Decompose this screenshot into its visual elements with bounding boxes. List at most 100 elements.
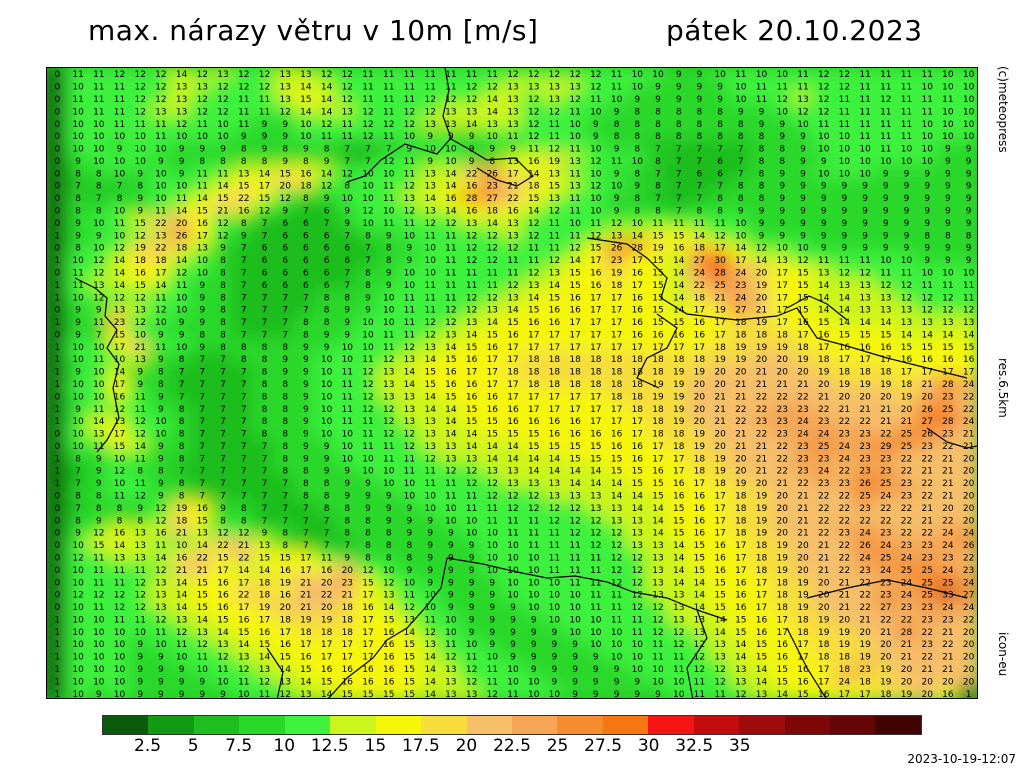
gust-cell [397,189,422,207]
gust-cell [438,90,464,108]
gust-cell [873,152,899,170]
gust-value-label: 16 [238,207,250,217]
gust-value-label: 9 [904,244,910,254]
gust-value-label: 21 [921,380,932,390]
gust-value-label: 8 [655,132,661,142]
gust-cell [479,128,505,145]
gust-value-label: 14 [487,454,499,464]
gust-cell [127,103,153,120]
gust-value-label: 12 [652,616,663,626]
gust-value-label: 7 [655,194,661,204]
gust-value-label: 8 [634,132,640,142]
gust-value-label: 12 [549,70,560,80]
gust-value-label: 14 [652,504,664,514]
gust-cell [769,152,795,170]
gust-value-label: 9 [344,479,350,489]
gust-value-label: 10 [507,554,519,564]
gust-value-label: 0 [55,442,61,452]
gust-value-label: 20 [694,380,706,390]
gust-value-label: 12 [114,293,125,303]
gust-value-label: 12 [238,70,249,80]
gust-cell [335,78,360,95]
gust-value-label: 9 [469,603,475,613]
gust-value-label: 10 [114,157,126,167]
gust-value-label: 10 [114,207,126,217]
gust-value-label: 8 [96,182,102,192]
legend-label: 27.5 [584,736,623,756]
gust-value-label: 17 [652,442,663,452]
gust-value-label: 13 [404,194,415,204]
gust-value-label: 9 [365,504,371,514]
gust-value-label: 11 [818,256,829,266]
gust-value-label: 11 [590,591,601,601]
gust-cell [376,78,402,95]
gust-value-label: 13 [424,417,435,427]
gust-value-label: 14 [155,554,167,564]
gust-value-label: 11 [590,578,601,588]
gust-value-label: 8 [179,442,185,452]
gust-value-label: 14 [632,504,644,514]
gust-value-label: 17 [776,616,787,626]
gust-value-label: 12 [797,256,808,266]
gust-value-label: 21 [901,653,912,663]
gust-value-label: 9 [158,454,164,464]
gust-cell [314,152,339,170]
gust-value-label: 16 [569,417,581,427]
gust-value-label: 22 [859,578,870,588]
gust-value-label: 9 [344,318,350,328]
gust-value-label: 10 [342,194,354,204]
gust-value-label: 9 [158,355,164,365]
gust-value-label: 7 [676,169,682,179]
gust-value-label: 11 [859,256,870,266]
gust-cell [86,227,112,244]
gust-value-label: 12 [197,640,208,650]
gust-value-label: 19 [714,355,726,365]
gust-value-label: 18 [694,355,706,365]
gust-value-label: 11 [880,83,891,93]
gust-value-label: 20 [839,392,851,402]
gust-value-label: 8 [282,145,288,155]
gust-value-label: 8 [717,107,723,117]
gust-cell [107,214,132,232]
gust-value-label: 13 [735,677,746,687]
gust-value-label: 14 [880,318,892,328]
gust-value-label: 22 [694,281,705,291]
gust-value-label: 7 [241,479,247,489]
gust-cell [252,177,277,194]
gust-value-label: 20 [714,368,726,378]
gust-value-label: 16 [652,467,664,477]
gust-cell [190,152,215,170]
gust-value-label: 19 [714,467,726,477]
gust-value-label: 8 [779,145,785,155]
gust-cell [47,115,70,132]
gust-value-label: 7 [179,380,185,390]
gust-value-label: 9 [779,120,785,130]
wind-gust-map[interactable]: 0 11 11 12 12 12 14 12 13 12 12 13 13 12 12 11 11 11 11 11 1… [46,67,978,699]
gust-value-label: 11 [197,169,208,179]
gust-value-label: 9 [842,194,848,204]
gust-value-label: 9 [966,145,972,155]
gust-cell [397,103,422,120]
gust-cell [293,165,319,182]
gust-value-label: 13 [611,504,622,514]
gust-value-label: 17 [756,603,767,613]
gust-value-label: 9 [179,677,185,687]
gust-value-label: 22 [466,169,477,179]
gust-cell [210,115,236,132]
gust-value-label: 14 [424,677,436,687]
gust-value-label: 9 [904,207,910,217]
gust-value-label: 20 [279,603,291,613]
gust-value-label: 17 [590,343,601,353]
gust-value-label: 11 [528,529,539,539]
gust-value-label: 21 [176,529,187,539]
gust-value-label: 8 [220,281,226,291]
gust-value-label: 10 [673,677,685,687]
gust-value-label: 23 [839,430,850,440]
gust-value-label: 17 [776,628,787,638]
gust-value-label: 7 [241,318,247,328]
gust-value-label: 15 [652,231,663,241]
gust-value-label: 13 [155,603,166,613]
map-title: max. nárazy větru v 10m [m/s] [88,14,539,47]
gust-value-label: 13 [424,169,435,179]
gust-value-label: 12 [466,306,477,316]
